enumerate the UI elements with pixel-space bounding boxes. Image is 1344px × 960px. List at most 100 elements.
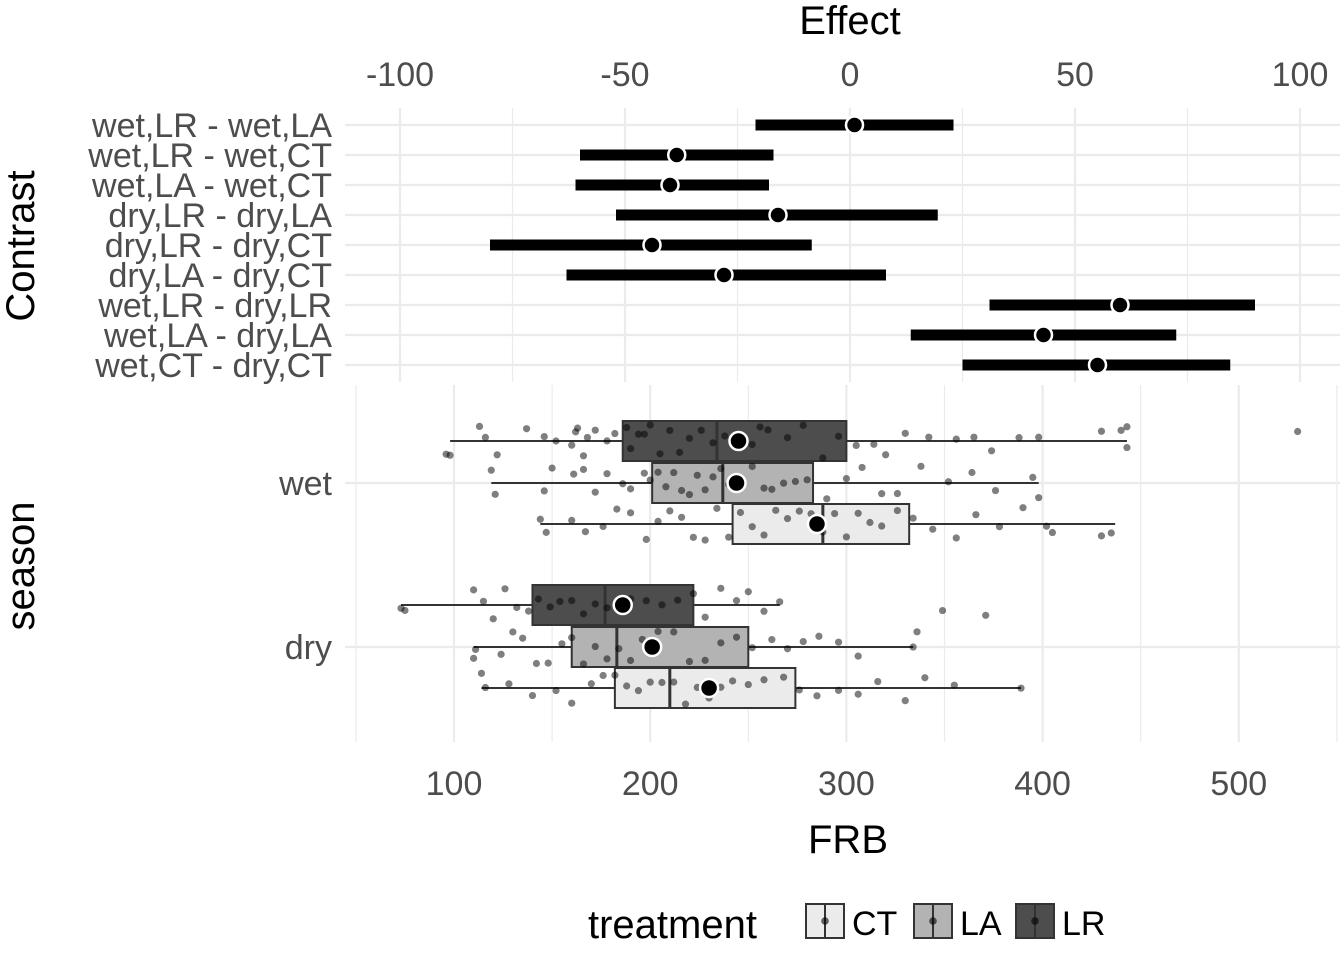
data-point	[882, 451, 890, 459]
data-point	[611, 671, 619, 679]
frb-panel: wet dry season 100 200 300 400 500 FRB	[0, 385, 1340, 862]
data-point	[866, 518, 874, 527]
data-point	[987, 447, 996, 455]
frb-tick-label: 100	[426, 765, 483, 803]
contrast-estimate-point	[844, 115, 865, 135]
data-point	[528, 691, 537, 700]
data-point	[1035, 433, 1043, 441]
data-point	[505, 680, 513, 688]
data-point	[626, 509, 635, 517]
data-point	[901, 429, 909, 437]
legend-key-LR: LR	[1015, 903, 1105, 943]
season-labels: wet dry	[278, 465, 332, 667]
treatment-legend: treatment CT LA LR	[588, 903, 1105, 947]
data-point	[760, 607, 768, 615]
data-point	[685, 491, 694, 499]
data-point	[491, 490, 499, 498]
data-point	[677, 513, 686, 521]
data-point	[970, 433, 978, 441]
data-point	[689, 590, 697, 598]
data-point	[536, 515, 544, 523]
data-point	[1294, 427, 1302, 436]
boxplot-mean-point	[728, 430, 749, 452]
data-point	[656, 450, 664, 458]
data-point	[487, 466, 495, 474]
data-point	[568, 634, 576, 642]
contrast-estimate-point	[1110, 295, 1130, 315]
season-axis-title: season	[0, 502, 43, 631]
data-point	[548, 464, 556, 472]
frb-axis-title: FRB	[808, 818, 888, 862]
data-point	[795, 686, 803, 694]
contrast-label: dry,LA - dry,CT	[108, 257, 332, 295]
frb-tick-label: 500	[1210, 765, 1267, 803]
boxplot-mean-point	[726, 472, 747, 494]
data-point	[676, 448, 684, 456]
data-point	[568, 597, 576, 605]
data-point	[481, 433, 489, 442]
data-point	[874, 677, 882, 686]
data-point	[982, 611, 990, 619]
contrast-label: wet,LR - dry,LR	[97, 287, 332, 325]
data-point	[721, 432, 729, 440]
data-point	[693, 471, 701, 479]
legend-swatch-point	[929, 917, 937, 925]
data-point	[701, 536, 709, 544]
data-point	[697, 426, 705, 434]
contrast-label: wet,LR - wet,LA	[91, 107, 332, 145]
data-point	[634, 430, 643, 438]
data-point	[1117, 426, 1125, 434]
data-point	[626, 444, 635, 453]
data-point	[760, 676, 768, 684]
data-point	[623, 423, 631, 432]
contrast-panel: Effect -100 -50 0 50 100 wet,LR - wet,LAwet,…	[0, 0, 1340, 385]
contrast-estimate-point	[768, 205, 788, 225]
data-point	[654, 627, 662, 636]
data-point	[642, 597, 650, 605]
contrast-label: wet,LA - dry,LA	[103, 317, 332, 355]
contrast-label: wet,CT - dry,CT	[94, 347, 332, 385]
legend-key-CT: CT	[805, 903, 897, 943]
data-point	[522, 425, 531, 433]
data-point	[544, 659, 552, 667]
data-point	[654, 517, 662, 525]
data-point	[1035, 494, 1043, 502]
data-point	[583, 433, 592, 442]
contrast-axis-title: Contrast	[0, 170, 43, 321]
data-point	[646, 678, 654, 686]
data-point	[799, 421, 807, 429]
data-point	[854, 509, 862, 517]
data-point	[513, 603, 521, 612]
data-point	[603, 470, 611, 478]
data-point	[760, 484, 768, 492]
data-point	[642, 535, 650, 544]
data-point	[815, 632, 823, 640]
data-point	[532, 659, 541, 668]
data-point	[799, 637, 807, 646]
data-point	[713, 504, 721, 512]
data-point	[509, 628, 517, 636]
contrast-label: dry,LR - dry,LA	[108, 197, 332, 235]
data-point	[666, 507, 674, 515]
legend-label: LA	[960, 905, 1002, 943]
data-point	[579, 452, 588, 460]
data-point	[401, 606, 409, 615]
data-point	[701, 656, 709, 664]
data-point	[783, 514, 792, 523]
data-point	[481, 683, 489, 692]
data-point	[534, 595, 542, 603]
data-point	[640, 469, 648, 477]
boxplot-mean-point	[698, 677, 720, 699]
data-point	[591, 426, 599, 434]
data-point	[834, 432, 843, 440]
effect-tick-label: 50	[1056, 56, 1094, 94]
data-point	[568, 516, 576, 524]
data-point	[677, 486, 686, 495]
data-point	[878, 490, 886, 498]
contrast-estimate-point	[1087, 355, 1108, 375]
data-point	[917, 462, 925, 470]
data-point	[674, 596, 682, 604]
data-point	[795, 507, 803, 515]
data-point	[1048, 528, 1057, 537]
data-point	[842, 474, 851, 483]
